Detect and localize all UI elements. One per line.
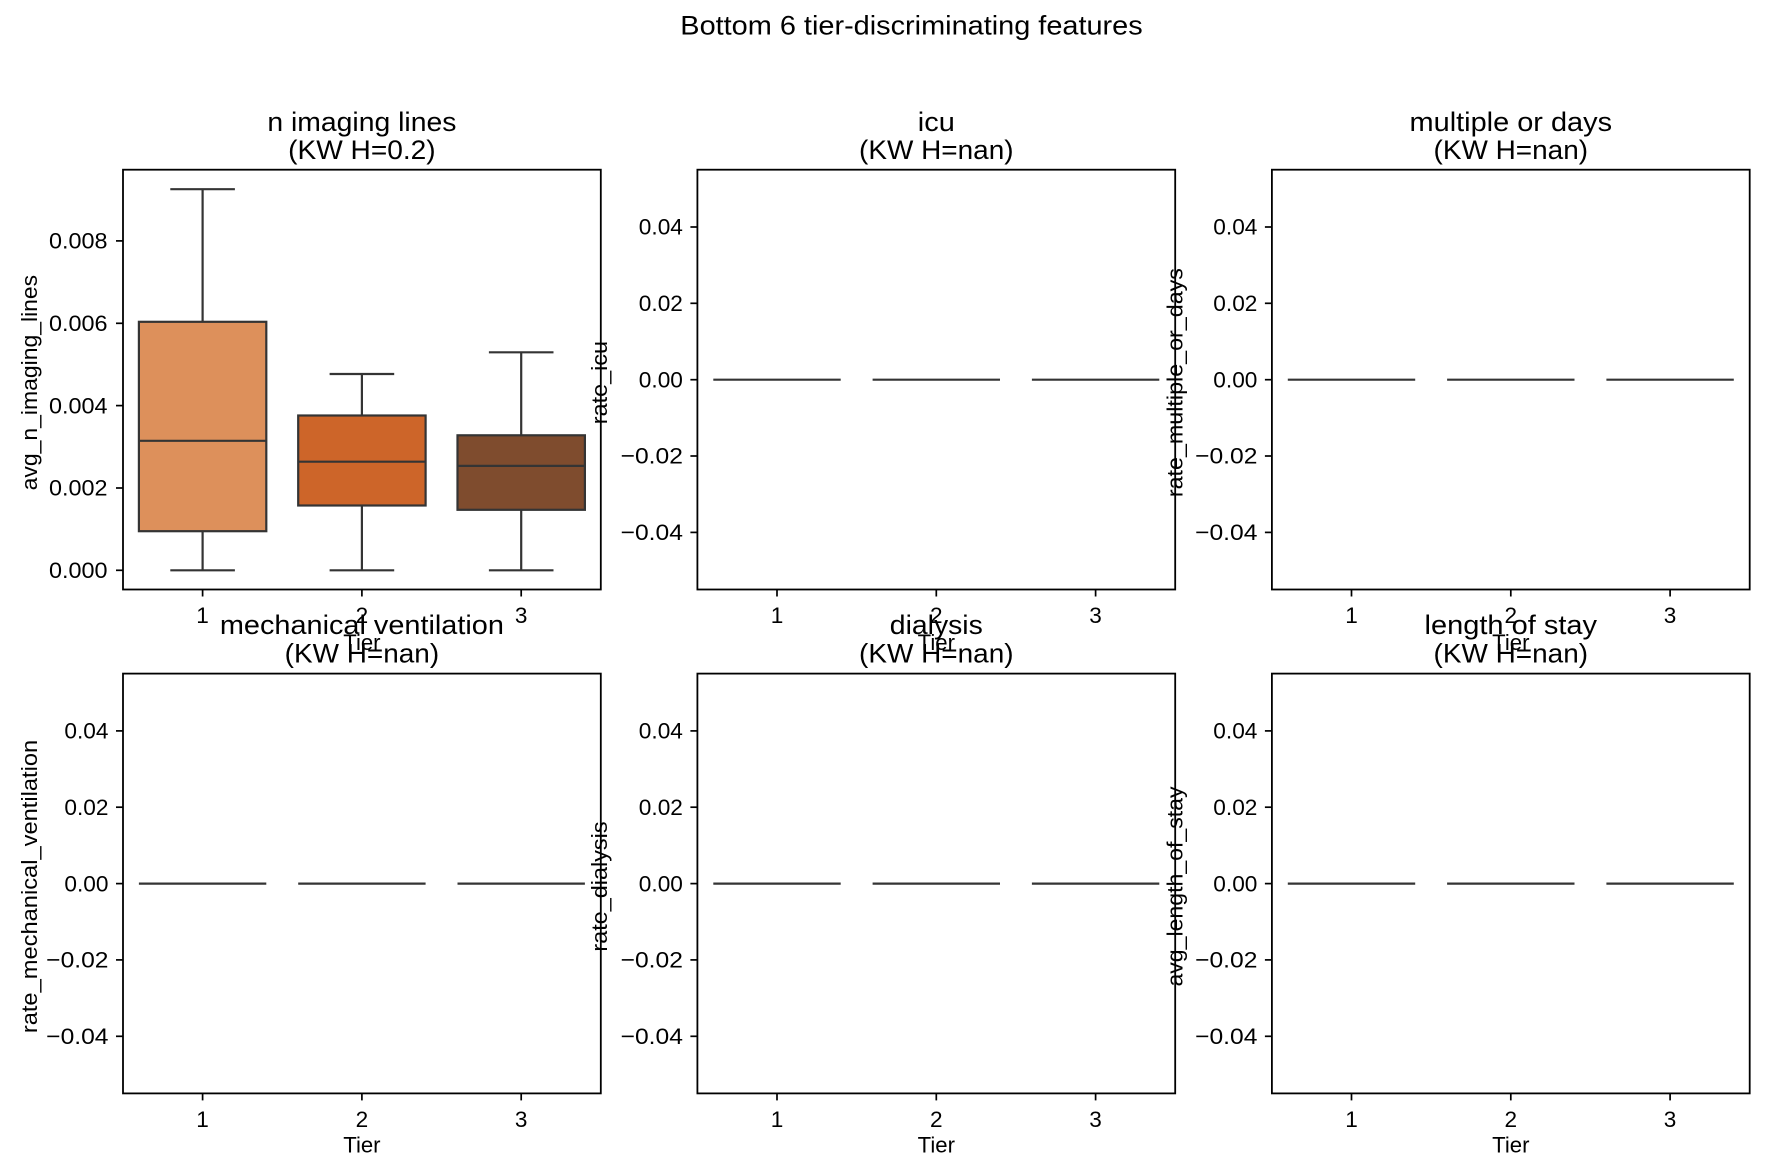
svg-text:2: 2 <box>930 1107 943 1132</box>
svg-text:Tier: Tier <box>918 1132 956 1157</box>
svg-text:0.02: 0.02 <box>1213 291 1257 316</box>
svg-text:3: 3 <box>1089 603 1102 628</box>
svg-text:0.04: 0.04 <box>1213 215 1257 240</box>
svg-text:1: 1 <box>196 603 209 628</box>
svg-text:0.000: 0.000 <box>49 558 108 583</box>
svg-text:2: 2 <box>356 1107 369 1132</box>
svg-text:Tier: Tier <box>918 630 956 655</box>
svg-text:−0.04: −0.04 <box>621 1024 683 1049</box>
svg-text:−0.02: −0.02 <box>46 948 108 973</box>
svg-text:−0.04: −0.04 <box>1195 520 1257 545</box>
svg-text:0.02: 0.02 <box>639 795 683 820</box>
svg-text:rate_multiple_or_days: rate_multiple_or_days <box>1163 268 1188 497</box>
svg-text:(KW H=nan): (KW H=nan) <box>1434 135 1589 165</box>
svg-text:Bottom 6 tier-discriminating f: Bottom 6 tier-discriminating features <box>680 10 1142 40</box>
svg-text:0.02: 0.02 <box>639 291 683 316</box>
svg-text:0.00: 0.00 <box>639 367 683 392</box>
svg-text:0.004: 0.004 <box>49 393 108 418</box>
svg-text:−0.02: −0.02 <box>621 444 683 469</box>
svg-text:0.04: 0.04 <box>64 719 108 744</box>
svg-text:−0.02: −0.02 <box>621 948 683 973</box>
svg-text:0.00: 0.00 <box>639 871 683 896</box>
svg-text:(KW H=nan): (KW H=nan) <box>859 638 1014 668</box>
svg-text:3: 3 <box>1664 603 1677 628</box>
svg-text:rate_mechanical_ventilation: rate_mechanical_ventilation <box>17 740 42 1033</box>
svg-text:−0.04: −0.04 <box>46 1024 108 1049</box>
svg-text:2: 2 <box>356 603 369 628</box>
svg-text:2: 2 <box>930 603 943 628</box>
svg-text:3: 3 <box>515 1107 528 1132</box>
svg-text:−0.02: −0.02 <box>1195 948 1257 973</box>
svg-text:0.00: 0.00 <box>1213 367 1257 392</box>
svg-text:icu: icu <box>918 107 955 137</box>
svg-text:Tier: Tier <box>343 1132 381 1157</box>
svg-text:3: 3 <box>515 603 528 628</box>
svg-text:0.04: 0.04 <box>639 719 683 744</box>
svg-text:(KW H=nan): (KW H=nan) <box>1434 638 1589 668</box>
svg-text:0.00: 0.00 <box>1213 871 1257 896</box>
svg-text:(KW H=0.2): (KW H=0.2) <box>288 135 436 165</box>
svg-text:Tier: Tier <box>1492 630 1530 655</box>
svg-text:−0.04: −0.04 <box>621 520 683 545</box>
svg-text:0.04: 0.04 <box>639 215 683 240</box>
svg-text:1: 1 <box>196 1107 209 1132</box>
svg-text:length of stay: length of stay <box>1425 610 1598 640</box>
svg-text:0.02: 0.02 <box>64 795 108 820</box>
svg-text:2: 2 <box>1505 1107 1518 1132</box>
svg-text:Tier: Tier <box>1492 1132 1530 1157</box>
svg-text:1: 1 <box>771 603 784 628</box>
svg-text:0.00: 0.00 <box>64 871 108 896</box>
svg-text:0.006: 0.006 <box>49 311 108 336</box>
svg-text:n imaging lines: n imaging lines <box>267 107 456 137</box>
svg-text:1: 1 <box>771 1107 784 1132</box>
svg-text:avg_n_imaging_lines: avg_n_imaging_lines <box>17 275 42 491</box>
svg-text:mechanical ventilation: mechanical ventilation <box>220 610 504 640</box>
svg-text:0.02: 0.02 <box>1213 795 1257 820</box>
svg-text:multiple or days: multiple or days <box>1410 107 1613 137</box>
svg-text:3: 3 <box>1664 1107 1677 1132</box>
svg-text:2: 2 <box>1505 603 1518 628</box>
svg-text:0.008: 0.008 <box>49 229 108 254</box>
svg-text:dialysis: dialysis <box>890 610 983 640</box>
svg-text:1: 1 <box>1345 1107 1358 1132</box>
svg-text:(KW H=nan): (KW H=nan) <box>859 135 1014 165</box>
svg-text:−0.04: −0.04 <box>1195 1024 1257 1049</box>
svg-text:−0.02: −0.02 <box>1195 444 1257 469</box>
svg-text:0.002: 0.002 <box>49 476 108 501</box>
svg-text:(KW H=nan): (KW H=nan) <box>285 638 440 668</box>
svg-text:1: 1 <box>1345 603 1358 628</box>
svg-text:0.04: 0.04 <box>1213 719 1257 744</box>
svg-text:avg_length_of_stay: avg_length_of_stay <box>1163 786 1188 987</box>
svg-text:Tier: Tier <box>343 630 381 655</box>
svg-text:rate_dialysis: rate_dialysis <box>587 821 612 951</box>
svg-text:rate_icu: rate_icu <box>587 341 612 424</box>
svg-text:3: 3 <box>1089 1107 1102 1132</box>
